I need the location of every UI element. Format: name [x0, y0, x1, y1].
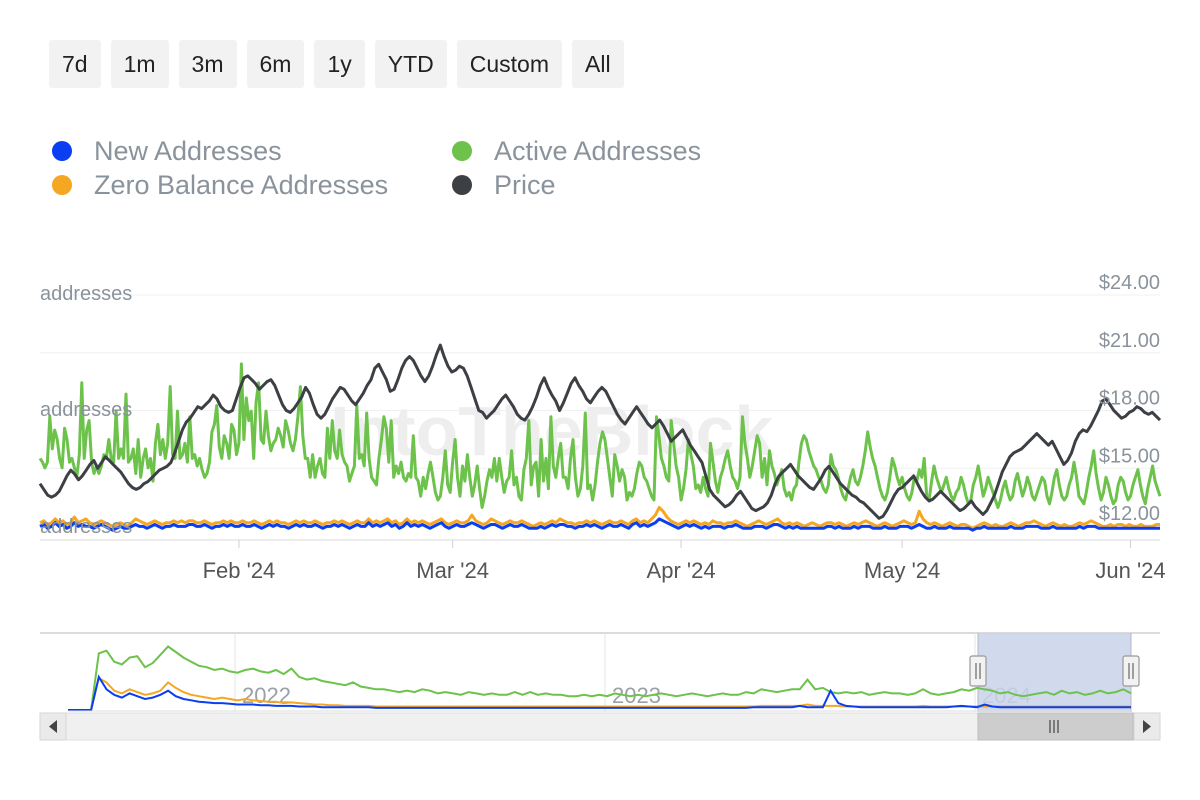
- range-button-1y[interactable]: 1y: [314, 40, 365, 88]
- series-line-active-addresses: [38, 362, 1162, 509]
- scrollbar-right-arrow-icon[interactable]: [1133, 712, 1161, 741]
- legend-item-price[interactable]: Price: [452, 168, 556, 202]
- range-selector: 7d 1m 3m 6m 1y YTD Custom All: [49, 40, 634, 88]
- y-tick-label-right: $24.00: [1099, 272, 1160, 294]
- navigator-left-handle[interactable]: [969, 655, 987, 687]
- chart-axes: $12.00 $15.00 $18.00 $21.00 $24.00 addresses a…: [40, 272, 1166, 583]
- y-tick-label-right: $21.00: [1099, 330, 1160, 352]
- navigator-line-new-addresses: [68, 674, 1131, 711]
- x-tick-label: Apr '24: [647, 558, 716, 583]
- legend-item-active-addresses[interactable]: Active Addresses: [452, 134, 701, 168]
- range-button-ytd[interactable]: YTD: [374, 40, 447, 88]
- range-button-7d[interactable]: 7d: [49, 40, 101, 88]
- range-button-all[interactable]: All: [572, 40, 624, 88]
- range-button-3m[interactable]: 3m: [178, 40, 237, 88]
- chart-series: [38, 343, 1162, 532]
- legend-dot-new-addresses-icon: [52, 141, 72, 161]
- legend-dot-active-addresses-icon: [452, 141, 472, 161]
- x-tick-label: Feb '24: [203, 558, 276, 583]
- legend-label: Price: [494, 169, 556, 200]
- legend-dot-price-icon: [452, 175, 472, 195]
- range-button-custom[interactable]: Custom: [456, 40, 562, 88]
- navigator-right-handle[interactable]: [1122, 655, 1140, 687]
- y-tick-label-right: $12.00: [1099, 503, 1160, 525]
- scrollbar-track[interactable]: [39, 712, 1161, 741]
- chart-legend: New Addresses Active Addresses Zero Bala…: [52, 134, 812, 214]
- legend-item-new-addresses[interactable]: New Addresses: [52, 134, 282, 168]
- legend-label: New Addresses: [94, 135, 282, 166]
- x-tick-label: May '24: [864, 558, 940, 583]
- y-tick-label-left: addresses: [40, 283, 132, 305]
- range-button-6m[interactable]: 6m: [246, 40, 305, 88]
- legend-label: Zero Balance Addresses: [94, 169, 389, 200]
- x-tick-label: Jun '24: [1095, 558, 1165, 583]
- range-button-1m[interactable]: 1m: [110, 40, 169, 88]
- series-line-new-addresses: [39, 517, 1160, 532]
- y-tick-label-right: $15.00: [1099, 445, 1160, 467]
- y-tick-label-left: addresses: [40, 516, 132, 538]
- series-line-zero-balance-addresses: [39, 506, 1160, 530]
- series-line-price: [38, 343, 1162, 520]
- navigator-line-active-addresses: [68, 645, 1132, 711]
- navigator: 202220232024: [39, 632, 1161, 741]
- legend-dot-zero-balance-icon: [52, 175, 72, 195]
- scrollbar-left-arrow-icon[interactable]: [39, 712, 67, 741]
- scrollbar-thumb[interactable]: [977, 712, 1134, 741]
- y-tick-label-right: $18.00: [1099, 388, 1160, 410]
- legend-label: Active Addresses: [494, 135, 702, 166]
- x-tick-label: Mar '24: [416, 558, 489, 583]
- legend-item-zero-balance-addresses[interactable]: Zero Balance Addresses: [52, 168, 388, 202]
- y-tick-label-left: addresses: [40, 399, 132, 421]
- navigator-selection[interactable]: [978, 633, 1131, 712]
